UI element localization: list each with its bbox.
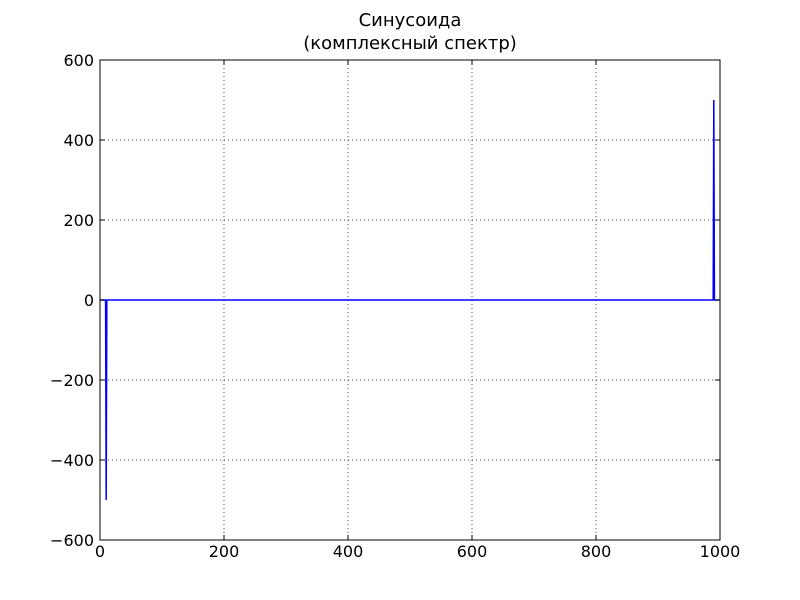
x-tick-label: 0: [95, 542, 105, 561]
chart-title: Синусоида (комплексный спектр): [303, 10, 517, 54]
plot-area: [100, 99, 720, 501]
y-tick-label: −400: [50, 451, 94, 470]
x-tick-label: 600: [457, 542, 488, 561]
x-tick-label: 1000: [700, 542, 741, 561]
y-tick-labels: 600 400 200 0 −200 −400 −600: [50, 51, 94, 550]
y-tick-label: 200: [63, 211, 94, 230]
chart-title-line-2: (комплексный спектр): [303, 33, 517, 54]
x-tick-label: 200: [209, 542, 240, 561]
x-tick-label: 400: [333, 542, 364, 561]
axis-ticks: [99, 59, 721, 541]
chart-title-line-1: Синусоида: [359, 10, 462, 31]
x-tick-label: 800: [581, 542, 612, 561]
y-tick-label: 600: [63, 51, 94, 70]
y-tick-label: 0: [84, 291, 94, 310]
series-line: [100, 99, 720, 501]
x-tick-labels: 0 200 400 600 800 1000: [95, 542, 740, 561]
y-tick-label: −200: [50, 371, 94, 390]
y-tick-label: 400: [63, 131, 94, 150]
y-tick-label: −600: [50, 531, 94, 550]
